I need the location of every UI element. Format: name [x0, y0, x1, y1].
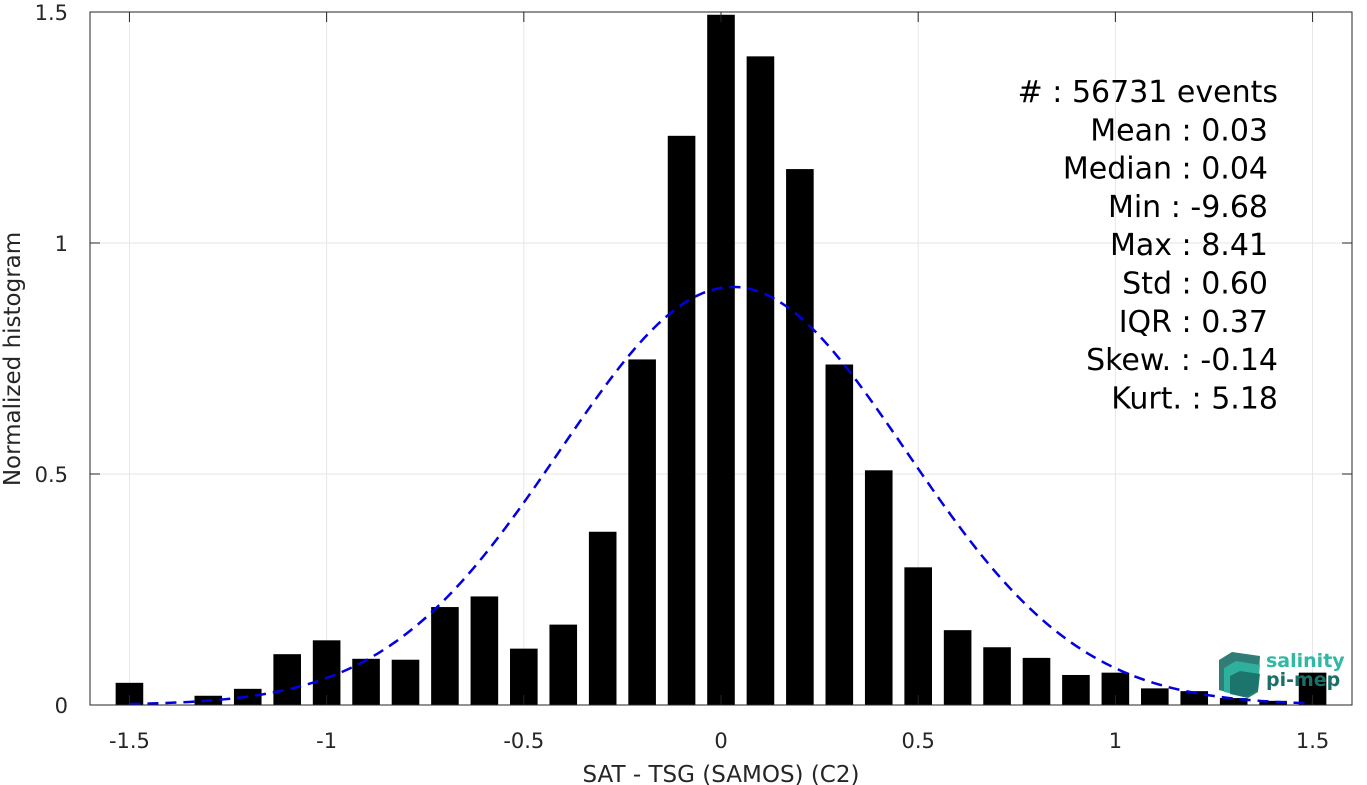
- histogram-bar: [1219, 698, 1248, 705]
- histogram-bar: [1022, 657, 1051, 705]
- stat-line: Kurt. : 5.18: [1111, 381, 1278, 416]
- histogram-bar: [549, 624, 578, 705]
- axis-ticks: [90, 11, 1352, 706]
- histogram-bar: [312, 640, 341, 705]
- x-tick-label: -1.5: [109, 729, 150, 753]
- histogram-bar: [904, 567, 932, 705]
- stat-line: Min : -9.68: [1108, 190, 1268, 225]
- histogram-bar: [864, 470, 893, 705]
- salinity-pi-mep-logo: salinity pi-mep: [1219, 650, 1345, 698]
- histogram-bar: [470, 596, 499, 705]
- histogram-bar: [825, 364, 854, 705]
- logo-text-salinity: salinity: [1266, 650, 1345, 672]
- x-axis-label: SAT - TSG (SAMOS) (C2): [583, 762, 860, 785]
- y-tick-label: 0: [55, 694, 68, 718]
- histogram-bar: [707, 14, 735, 706]
- histogram-bar: [1180, 691, 1209, 705]
- tick-labels: -1.5 -1 -0.5 0 0.5 1 1.5 0 0.5 1 1.5: [35, 1, 1330, 753]
- x-tick-label: 0: [714, 729, 727, 753]
- histogram-bar: [588, 531, 617, 705]
- stat-line: # : 56731 events: [1018, 75, 1278, 110]
- histogram-bar: [1062, 674, 1090, 705]
- y-axis-label: Normalized histogram: [0, 232, 26, 486]
- histogram-bar: [628, 359, 656, 705]
- stat-line: Max : 8.41: [1110, 228, 1268, 263]
- histogram-bar: [352, 658, 380, 705]
- histogram-bar: [1141, 688, 1169, 705]
- stat-line: Skew. : -0.14: [1086, 343, 1278, 378]
- histogram-bar: [431, 607, 459, 705]
- histogram-bar: [391, 659, 420, 705]
- histogram-bar: [667, 135, 696, 706]
- stat-line: Mean : 0.03: [1090, 113, 1268, 148]
- y-tick-label: 0.5: [35, 463, 68, 487]
- logo-mark-icon: [1219, 652, 1260, 698]
- x-tick-label: -0.5: [503, 729, 544, 753]
- x-tick-label: 1.5: [1296, 729, 1329, 753]
- histogram-bar: [983, 647, 1011, 705]
- logo-text-pi-mep: pi-mep: [1266, 669, 1340, 691]
- x-tick-label: 0.5: [901, 729, 934, 753]
- histogram-bar: [273, 654, 301, 705]
- histogram-bars: [115, 14, 1327, 706]
- x-tick-label: 1: [1109, 729, 1122, 753]
- gaussian-fit-curve: [129, 285, 1313, 706]
- x-tick-label: -1: [316, 729, 337, 753]
- stat-line: Median : 0.04: [1063, 152, 1268, 187]
- histogram-bar: [786, 169, 814, 705]
- histogram-bar: [943, 630, 972, 705]
- histogram-bar: [746, 56, 775, 706]
- y-tick-label: 1.5: [35, 1, 68, 25]
- stat-line: Std : 0.60: [1122, 267, 1268, 302]
- y-tick-label: 1: [55, 232, 68, 256]
- histogram-bar: [115, 682, 144, 705]
- histogram-bar: [1259, 700, 1287, 705]
- stat-line: IQR : 0.37: [1119, 305, 1268, 340]
